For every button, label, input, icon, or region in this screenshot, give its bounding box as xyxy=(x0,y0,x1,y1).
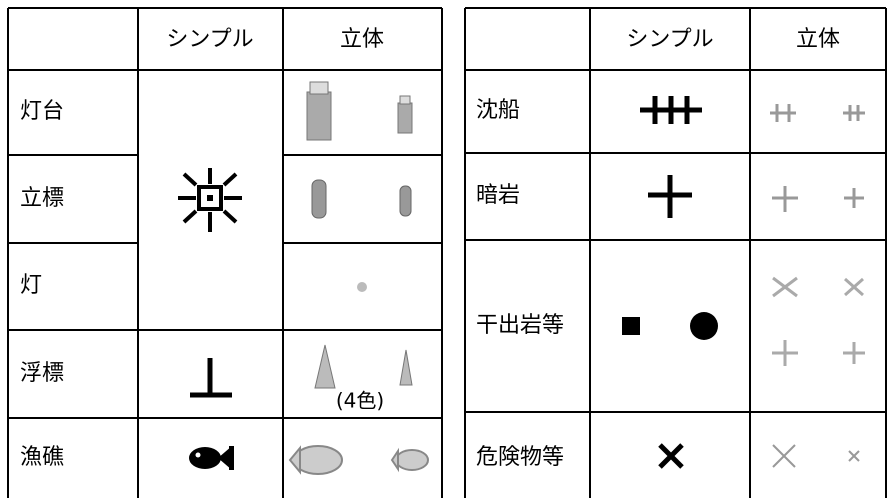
danger-3d xyxy=(772,444,860,468)
row-label: 漁礁 xyxy=(20,445,64,470)
header-solid: 立体 xyxy=(340,27,384,52)
row-label: 危険物等 xyxy=(476,445,564,470)
wreck-icon xyxy=(640,96,702,124)
row-label: 沈船 xyxy=(476,98,520,123)
wreck-3d xyxy=(770,104,865,122)
row-label: 暗岩 xyxy=(476,183,520,208)
buoy-3d xyxy=(314,344,413,389)
drying-rock-square xyxy=(622,317,640,335)
header-simple: シンプル xyxy=(166,27,253,52)
lighthouse-icon xyxy=(178,168,242,232)
note: (4色) xyxy=(336,389,384,413)
buoy-icon xyxy=(190,358,232,398)
left-table-grid xyxy=(7,7,443,498)
beacon-3d xyxy=(311,179,412,219)
header-simple: シンプル xyxy=(626,27,713,52)
danger-icon xyxy=(658,443,684,469)
right-table-grid xyxy=(464,7,887,498)
row-label: 立標 xyxy=(20,186,64,211)
row-label: 浮標 xyxy=(20,361,64,386)
rock-3d xyxy=(772,186,864,212)
fish-3d xyxy=(288,445,429,475)
header-solid: 立体 xyxy=(796,27,840,52)
row-label: 干出岩等 xyxy=(476,313,564,338)
drying-rock-dot xyxy=(690,312,718,340)
rock-icon xyxy=(648,175,692,218)
row-label: 灯 xyxy=(20,273,42,298)
lighthouse-3d xyxy=(306,81,413,141)
light-3d xyxy=(357,282,367,292)
drying-rock-3d xyxy=(772,276,865,366)
row-label: 灯台 xyxy=(20,99,64,124)
fish-reef-icon xyxy=(189,446,234,470)
